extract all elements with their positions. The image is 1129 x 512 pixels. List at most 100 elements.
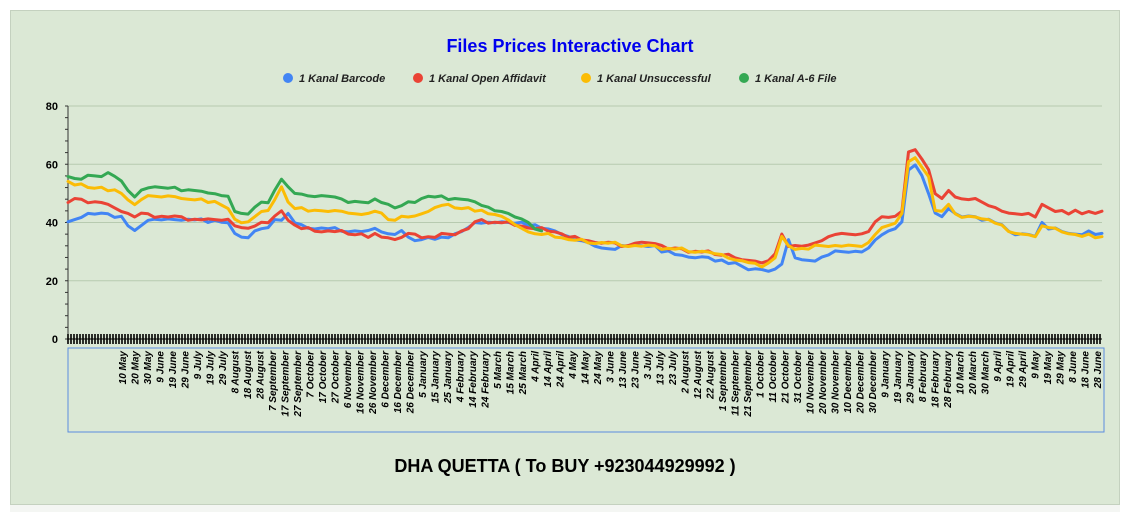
x-tick-label: 19 April (1006, 351, 1017, 388)
chart-frame (10, 10, 1120, 505)
x-tick-label: 22 August (706, 350, 717, 400)
x-tick-label: 19 July (206, 351, 217, 385)
x-tick-label: 14 April (543, 351, 554, 388)
x-tick-label: 19 May (1043, 351, 1054, 385)
x-tick-label: 2 August (681, 350, 692, 394)
x-tick-label: 10 March (956, 351, 967, 394)
x-tick-label: 29 May (1056, 351, 1067, 386)
y-tick-label: 0 (52, 334, 58, 346)
x-tick-label: 9 July (193, 351, 204, 380)
legend-item[interactable]: 1 Kanal Open Affidavit (413, 73, 547, 85)
x-tick-label: 9 January (881, 351, 892, 398)
x-tick-label: 11 October (768, 350, 779, 403)
legend-item[interactable]: 1 Kanal Barcode (283, 73, 385, 85)
x-tick-label: 28 August (256, 350, 267, 400)
series-line[interactable] (66, 163, 1104, 273)
x-axis: 10 May 20 May 30 May 9 June 19 June 29 June 9 … (67, 334, 1105, 433)
x-tick-label: 4 May (568, 351, 579, 380)
legend-label: 1 Kanal Unsuccessful (597, 73, 712, 85)
x-tick-label: 21 October (781, 350, 792, 404)
x-tick-label: 18 August (243, 350, 254, 399)
x-tick-label: 28 February (943, 351, 954, 409)
x-tick-label: 29 June (181, 351, 192, 390)
y-axis: 0 20 40 60 80 (46, 101, 69, 346)
legend-label: 1 Kanal A-6 File (755, 73, 837, 85)
x-tick-label: 24 February (481, 351, 492, 409)
x-tick-label: 24 May (593, 351, 604, 386)
x-tick-label: 7 October (306, 350, 317, 398)
chart-legend[interactable]: 1 Kanal Barcode 1 Kanal Open Affidavit 1 K… (283, 73, 837, 85)
x-tick-label: 20 May (131, 351, 142, 386)
x-tick-label: 21 September (743, 350, 754, 418)
chart-series-group[interactable] (66, 148, 1104, 273)
y-tick-label: 20 (46, 276, 58, 288)
x-tick-label: 3 June (606, 351, 617, 383)
x-tick-label: 4 April (531, 351, 542, 383)
x-tick-label: 10 December (843, 350, 854, 413)
x-tick-label: 30 May (143, 351, 154, 385)
x-tick-label: 14 May (581, 351, 592, 385)
x-tick-label: 27 October (331, 350, 342, 404)
x-tick-label: 25 January (443, 351, 454, 405)
x-tick-label: 30 December (868, 350, 879, 413)
x-tick-label: 14 February (468, 351, 479, 408)
legend-label: 1 Kanal Open Affidavit (429, 73, 547, 85)
series-line[interactable] (66, 171, 544, 233)
chart-title: Files Prices Interactive Chart (446, 36, 693, 56)
y-tick-label: 60 (46, 159, 58, 171)
x-tick-label: 7 September (268, 350, 279, 411)
x-tick-label: 8 June (1068, 351, 1079, 383)
x-tick-label: 5 March (493, 351, 504, 389)
legend-label: 1 Kanal Barcode (299, 73, 385, 85)
x-tick-label: 9 June (156, 351, 167, 383)
x-tick-label: 26 November (368, 350, 379, 415)
x-tick-label: 24 April (556, 351, 567, 389)
x-tick-label: 23 July (668, 351, 679, 386)
x-tick-label: 6 December (381, 350, 392, 408)
page-bottom-strip (10, 505, 1120, 512)
x-tick-label: 16 November (356, 350, 367, 414)
x-tick-label: 15 January (431, 351, 442, 404)
series-line[interactable] (66, 156, 1104, 269)
x-tick-label: 18 June (1081, 351, 1092, 389)
x-tick-label: 13 June (618, 351, 629, 389)
x-tick-label: 10 May (118, 351, 129, 385)
y-tick-label: 40 (46, 218, 58, 230)
x-tick-label: 12 August (693, 350, 704, 399)
x-tick-label: 30 November (831, 350, 842, 414)
x-label-box (67, 347, 1105, 433)
x-tick-label: 29 January (906, 351, 917, 405)
x-tick-label: 23 June (631, 351, 642, 390)
legend-swatch (413, 73, 423, 83)
x-tick-label: 19 January (893, 351, 904, 404)
legend-item[interactable]: 1 Kanal Unsuccessful (581, 73, 712, 85)
x-tick-label: 30 March (981, 351, 992, 394)
x-tick-label: 10 November (806, 350, 817, 414)
x-tick-label: 31 October (793, 350, 804, 403)
x-tick-label: 29 April (1018, 351, 1029, 389)
x-tick-label: 20 December (856, 350, 867, 414)
x-tick-label: 9 April (993, 351, 1004, 382)
legend-item[interactable]: 1 Kanal A-6 File (739, 73, 837, 85)
x-tick-label: 28 June (1093, 351, 1104, 390)
legend-swatch (581, 73, 591, 83)
x-tick-label: 20 March (968, 351, 979, 395)
x-tick-label: 17 October (318, 350, 329, 403)
x-tick-label: 1 September (718, 350, 729, 411)
x-tick-label: 11 September (731, 350, 742, 416)
x-tick-label: 16 December (393, 350, 404, 413)
x-tick-label: 3 July (643, 351, 654, 380)
x-tick-label: 27 September (293, 350, 304, 418)
x-tick-label: 19 June (168, 351, 179, 389)
x-tick-label: 8 February (918, 351, 929, 403)
x-tick-label: 8 August (231, 350, 242, 393)
x-tick-label: 18 February (931, 351, 942, 408)
legend-swatch (739, 73, 749, 83)
x-tick-label: 1 October (756, 350, 767, 398)
x-tick-label: 17 September (281, 350, 292, 417)
x-tick-label: 20 November (818, 350, 829, 415)
y-tick-label: 80 (46, 101, 58, 113)
x-tick-label: 13 July (656, 351, 667, 385)
legend-swatch (283, 73, 293, 83)
